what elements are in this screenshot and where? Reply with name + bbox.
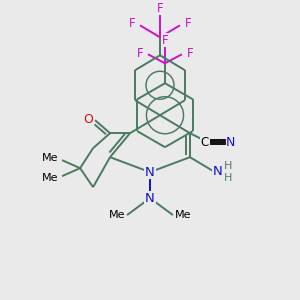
Text: H: H <box>224 173 232 183</box>
Text: Me: Me <box>42 173 58 183</box>
Text: F: F <box>137 47 143 60</box>
Text: H: H <box>224 161 232 171</box>
Text: C: C <box>201 136 209 149</box>
Text: F: F <box>187 47 193 60</box>
Text: Me: Me <box>42 153 58 163</box>
Text: F: F <box>129 17 135 30</box>
Text: F: F <box>184 17 191 30</box>
Text: Me: Me <box>109 210 125 220</box>
Text: Me: Me <box>175 210 191 220</box>
Text: N: N <box>145 192 155 205</box>
Text: N: N <box>226 136 236 149</box>
Text: F: F <box>157 2 163 15</box>
Text: F: F <box>162 34 168 47</box>
Text: N: N <box>213 165 223 178</box>
Text: O: O <box>83 113 93 126</box>
Text: N: N <box>145 166 155 178</box>
